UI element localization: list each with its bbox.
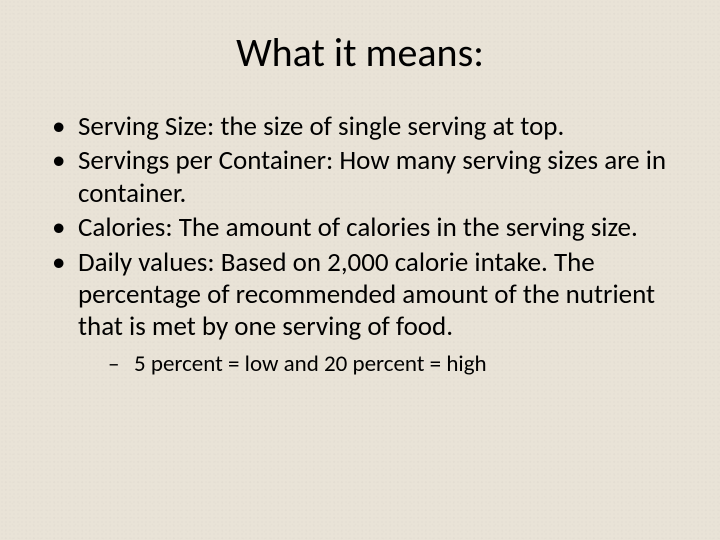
list-item: Serving Size: the size of single serving… — [50, 111, 670, 143]
bullet-text: Servings per Container: How many serving… — [78, 144, 666, 209]
bullet-text: 5 percent = low and 20 percent = high — [134, 350, 487, 378]
list-item: 5 percent = low and 20 percent = high — [108, 350, 670, 379]
bullet-list: Serving Size: the size of single serving… — [40, 111, 680, 378]
list-item: Servings per Container: How many serving… — [50, 145, 670, 210]
sub-bullet-list: 5 percent = low and 20 percent = high — [78, 350, 670, 379]
bullet-text: Calories: The amount of calories in the … — [78, 211, 638, 244]
list-item: Daily values: Based on 2,000 calorie int… — [50, 247, 670, 379]
slide-title: What it means: — [40, 28, 680, 77]
bullet-text: Daily values: Based on 2,000 calorie int… — [78, 246, 655, 344]
bullet-text: Serving Size: the size of single serving… — [78, 110, 564, 143]
slide: What it means: Serving Size: the size of… — [0, 0, 720, 540]
list-item: Calories: The amount of calories in the … — [50, 212, 670, 244]
